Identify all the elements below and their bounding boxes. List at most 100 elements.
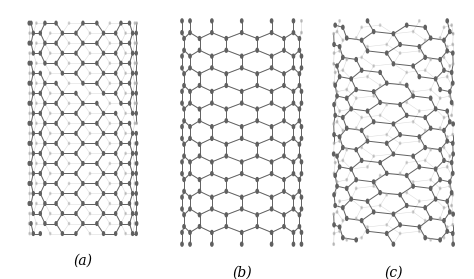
- Circle shape: [199, 143, 200, 145]
- Circle shape: [62, 112, 63, 114]
- Circle shape: [39, 151, 41, 155]
- Circle shape: [132, 131, 134, 135]
- Circle shape: [256, 142, 258, 146]
- Circle shape: [102, 212, 105, 215]
- Circle shape: [342, 159, 344, 162]
- Circle shape: [241, 243, 242, 246]
- Circle shape: [435, 168, 437, 170]
- Circle shape: [333, 172, 335, 175]
- Circle shape: [115, 92, 117, 95]
- Circle shape: [68, 42, 70, 44]
- Circle shape: [29, 52, 30, 54]
- Circle shape: [333, 123, 335, 125]
- Circle shape: [211, 172, 213, 175]
- Circle shape: [373, 95, 374, 97]
- Circle shape: [125, 52, 126, 54]
- Circle shape: [120, 162, 122, 165]
- Circle shape: [36, 42, 37, 44]
- Circle shape: [342, 236, 344, 240]
- Circle shape: [82, 162, 84, 165]
- Circle shape: [333, 193, 335, 197]
- Circle shape: [199, 49, 200, 51]
- Circle shape: [30, 222, 32, 225]
- Circle shape: [271, 207, 273, 211]
- Circle shape: [271, 208, 272, 210]
- Circle shape: [406, 83, 408, 87]
- Circle shape: [334, 23, 337, 27]
- Circle shape: [271, 195, 273, 199]
- Circle shape: [55, 162, 57, 165]
- Circle shape: [183, 72, 185, 76]
- Circle shape: [102, 172, 105, 175]
- Circle shape: [241, 172, 242, 175]
- Circle shape: [103, 92, 104, 94]
- Circle shape: [109, 162, 110, 165]
- Circle shape: [449, 180, 451, 184]
- Circle shape: [400, 82, 401, 84]
- Circle shape: [183, 213, 185, 217]
- Circle shape: [28, 121, 30, 125]
- Circle shape: [386, 194, 387, 196]
- Circle shape: [82, 42, 83, 44]
- Circle shape: [189, 90, 191, 93]
- Circle shape: [271, 66, 273, 70]
- Circle shape: [36, 222, 37, 225]
- Circle shape: [299, 143, 300, 145]
- Circle shape: [61, 92, 64, 95]
- Circle shape: [430, 148, 431, 151]
- Circle shape: [211, 195, 213, 199]
- Circle shape: [61, 151, 64, 155]
- Circle shape: [36, 62, 37, 64]
- Circle shape: [134, 222, 136, 225]
- Circle shape: [293, 126, 294, 128]
- Circle shape: [449, 90, 451, 94]
- Circle shape: [109, 202, 110, 205]
- Circle shape: [283, 154, 285, 158]
- Circle shape: [446, 109, 448, 113]
- Circle shape: [256, 213, 258, 217]
- Circle shape: [28, 81, 30, 85]
- Circle shape: [36, 102, 37, 104]
- Circle shape: [430, 179, 431, 181]
- Circle shape: [44, 22, 46, 24]
- Circle shape: [33, 192, 34, 195]
- Circle shape: [298, 84, 301, 87]
- Circle shape: [189, 207, 191, 211]
- Circle shape: [241, 208, 242, 210]
- Circle shape: [399, 42, 401, 46]
- Circle shape: [103, 172, 104, 175]
- Circle shape: [115, 232, 117, 235]
- Circle shape: [256, 84, 258, 87]
- Circle shape: [355, 57, 357, 61]
- Circle shape: [125, 132, 126, 134]
- Circle shape: [298, 213, 301, 217]
- Circle shape: [283, 37, 285, 40]
- Circle shape: [419, 140, 420, 142]
- Text: (b): (b): [232, 266, 252, 279]
- Circle shape: [283, 225, 285, 229]
- Circle shape: [136, 42, 137, 44]
- Circle shape: [50, 132, 51, 134]
- Circle shape: [335, 71, 336, 74]
- Circle shape: [226, 190, 227, 193]
- Circle shape: [452, 122, 454, 126]
- Circle shape: [120, 61, 122, 65]
- Circle shape: [350, 167, 352, 171]
- Circle shape: [226, 49, 227, 51]
- Circle shape: [412, 211, 414, 213]
- Circle shape: [135, 51, 137, 55]
- Circle shape: [120, 42, 122, 44]
- Circle shape: [283, 190, 285, 193]
- Circle shape: [452, 224, 454, 226]
- Circle shape: [333, 62, 335, 65]
- Circle shape: [183, 120, 185, 122]
- Circle shape: [32, 92, 34, 95]
- Circle shape: [62, 172, 63, 175]
- Circle shape: [293, 208, 294, 210]
- Circle shape: [125, 152, 126, 155]
- Circle shape: [135, 112, 137, 115]
- Circle shape: [136, 102, 137, 104]
- Circle shape: [225, 48, 228, 52]
- Circle shape: [373, 90, 375, 94]
- Circle shape: [350, 107, 352, 111]
